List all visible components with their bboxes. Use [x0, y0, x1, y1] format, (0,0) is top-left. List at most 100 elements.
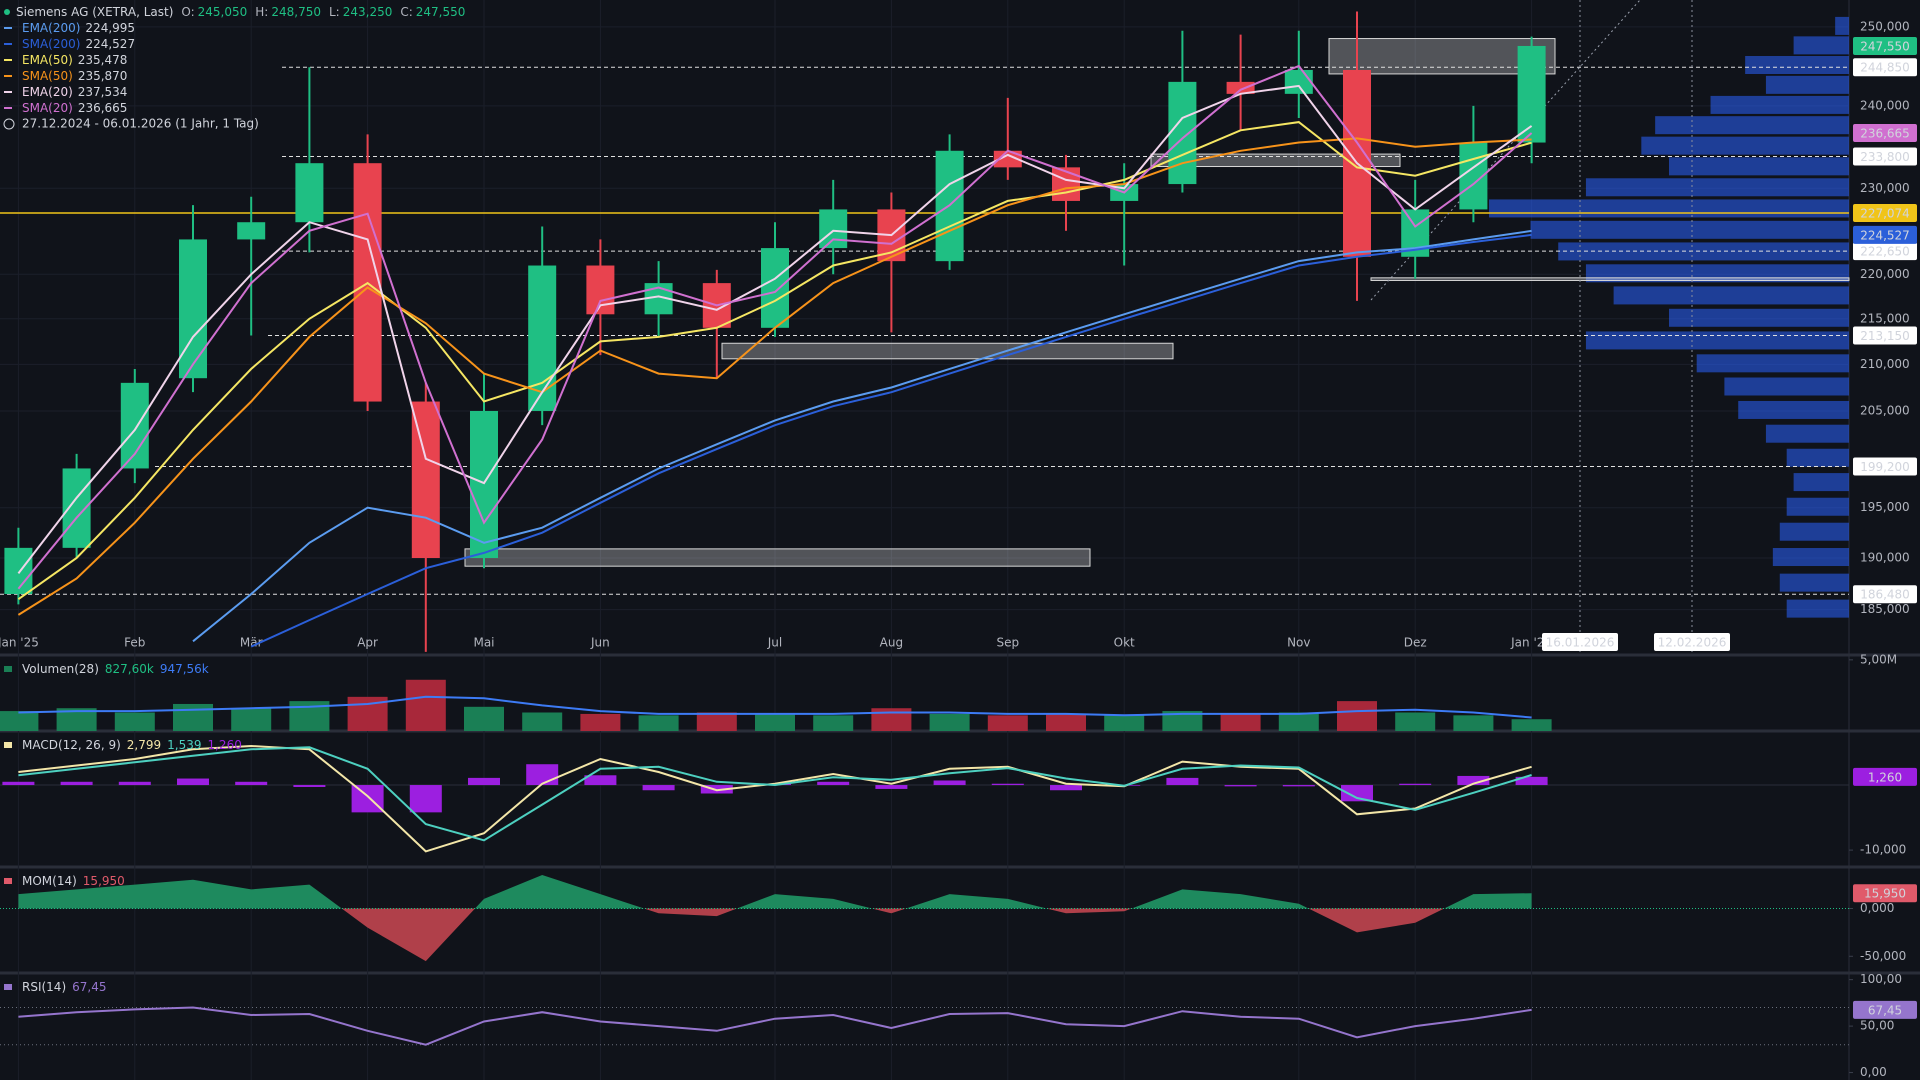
volume-profile-bar	[1655, 116, 1849, 135]
legend-name: SMA(200)	[22, 37, 80, 51]
chart-header: Siemens AG (XETRA, Last) O: 245,050 H: 248,7…	[16, 5, 465, 19]
legend-entry: EMA(50) 235,478	[22, 53, 127, 67]
quote-value: 247,550	[416, 5, 466, 19]
last-price-tag: 247,550	[1860, 39, 1910, 53]
volume-profile-bar	[1641, 136, 1849, 155]
histogram-bar	[1224, 785, 1257, 787]
pane-value: 67,45	[72, 980, 106, 994]
indicator-line	[17, 137, 1532, 616]
x-tick-label: Jun	[590, 636, 610, 650]
histogram-bar	[293, 785, 326, 787]
indicator-line	[250, 233, 1532, 648]
volume-profile-bar	[1779, 522, 1849, 541]
candle-body	[761, 248, 789, 328]
histogram-bar	[1282, 785, 1315, 787]
legend-name: EMA(20)	[22, 85, 73, 99]
histogram-bar	[817, 781, 850, 786]
level-tag-bg	[1853, 242, 1917, 261]
legend-swatch	[4, 59, 12, 61]
candle-body	[1168, 81, 1197, 185]
future-date-bg	[1654, 633, 1730, 651]
y-tick-label: 195,000	[1860, 500, 1910, 514]
volume-bar	[1278, 712, 1319, 731]
last-price-tag-bg	[1853, 36, 1917, 55]
volume-profile-bar	[1786, 497, 1849, 516]
x-tick-label: Jan '26	[1510, 636, 1552, 650]
histogram-bar	[1341, 785, 1373, 802]
x-tick-label: Feb	[124, 636, 145, 650]
y-tick-label: 205,000	[1860, 403, 1910, 417]
quote-value: 248,750	[271, 5, 321, 19]
level-tag-bg	[1853, 457, 1917, 476]
quote-value: 243,250	[343, 5, 393, 19]
volume-profile-bar	[1738, 400, 1849, 419]
volume-bar	[0, 711, 39, 731]
y-tick-label: 0,00	[1860, 1065, 1887, 1079]
chart-title: Siemens AG (XETRA, Last)	[16, 5, 173, 19]
pane-title: Volumen(28)	[22, 662, 99, 676]
x-tick-label: Okt	[1114, 636, 1135, 650]
volume-bar	[1337, 701, 1377, 731]
histogram-bar	[642, 785, 675, 791]
y-tick-label: -50,000	[1860, 949, 1906, 963]
quote-label: O:	[181, 5, 194, 19]
volume-profile-bar	[1489, 199, 1849, 218]
legend-value: 224,995	[85, 21, 135, 35]
volume-profile-bar	[1779, 573, 1849, 592]
legend-entry: EMA(20) 237,534	[22, 85, 127, 99]
quote-label: H:	[255, 5, 268, 19]
legend-swatch	[4, 91, 12, 93]
level-tag: 222,650	[1860, 245, 1910, 259]
histogram-bar	[235, 781, 268, 786]
volume-bar	[1104, 715, 1145, 731]
indicator-line	[192, 229, 1532, 643]
histogram-bar	[409, 785, 442, 813]
legend-entry: EMA(200) 224,995	[22, 21, 135, 35]
momentum-area-negative	[18, 908, 1532, 962]
volume-profile-bar	[1585, 178, 1849, 197]
level-tag: 227,074	[1860, 207, 1910, 221]
volume-profile-bar	[1745, 56, 1849, 75]
quote-label: C:	[400, 5, 412, 19]
volume-profile-bar	[1585, 331, 1849, 350]
level-tag-bg	[1853, 147, 1917, 166]
pane-value: 15,950	[83, 874, 125, 888]
legend-swatch	[4, 43, 12, 45]
x-tick-label: Jul	[767, 636, 782, 650]
candle-body	[120, 382, 149, 469]
legend-value: 235,478	[78, 53, 128, 67]
candle-body	[411, 401, 440, 559]
volume-profile-bar	[1696, 354, 1849, 373]
series-tag: 236,665	[1860, 126, 1910, 140]
candle-body	[1517, 45, 1546, 143]
pane-title: MACD(12, 26, 9)	[22, 738, 121, 752]
volume-bar	[929, 713, 970, 731]
legend-entry: SMA(200) 224,527	[22, 37, 135, 51]
histogram-bar	[2, 781, 35, 786]
legend-swatch	[4, 742, 12, 748]
macd-tag-bg	[1853, 767, 1917, 786]
y-tick-label: 100,00	[1860, 972, 1902, 986]
volume-profile-bar	[1786, 599, 1849, 618]
histogram-bar	[526, 764, 559, 786]
histogram-bar	[1166, 777, 1199, 786]
volume-bar	[1453, 715, 1494, 731]
volume-bar	[813, 715, 854, 731]
volume-bar	[231, 708, 272, 731]
period-label: 27.12.2024 - 06.01.2026 (1 Jahr, 1 Tag)	[22, 117, 259, 131]
candle-body	[179, 239, 207, 379]
status-dot	[4, 9, 10, 15]
y-tick-label: 210,000	[1860, 357, 1910, 371]
volume-ma-line	[18, 695, 1532, 719]
series-tag-bg	[1853, 225, 1917, 244]
volume-bar	[580, 713, 621, 731]
y-tick-label: 5,00M	[1860, 652, 1897, 666]
volume-bar	[871, 708, 912, 731]
future-date-bg	[1542, 633, 1618, 651]
volume-profile-bar	[1793, 36, 1849, 55]
candle-body	[819, 209, 848, 249]
volume-profile-bar	[1724, 377, 1849, 396]
pane-legend: RSI(14) 67,45	[22, 980, 107, 994]
pane-legend: MACD(12, 26, 9) 2,799 1,539 1,260	[22, 738, 242, 752]
